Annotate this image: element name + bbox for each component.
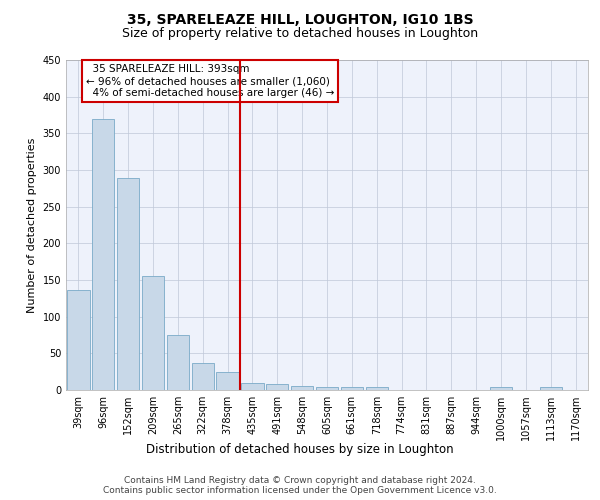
Bar xyxy=(365,387,388,390)
Bar xyxy=(117,178,139,390)
Text: Distribution of detached houses by size in Loughton: Distribution of detached houses by size … xyxy=(146,442,454,456)
Bar xyxy=(490,387,512,390)
Bar xyxy=(92,118,115,390)
Bar xyxy=(291,386,313,390)
Y-axis label: Number of detached properties: Number of detached properties xyxy=(27,138,37,312)
Bar xyxy=(191,363,214,390)
Bar xyxy=(142,276,164,390)
Text: Size of property relative to detached houses in Loughton: Size of property relative to detached ho… xyxy=(122,28,478,40)
Text: 35 SPARELEAZE HILL: 393sqm  
← 96% of detached houses are smaller (1,060)
  4% o: 35 SPARELEAZE HILL: 393sqm ← 96% of deta… xyxy=(86,64,334,98)
Text: 35, SPARELEAZE HILL, LOUGHTON, IG10 1BS: 35, SPARELEAZE HILL, LOUGHTON, IG10 1BS xyxy=(127,12,473,26)
Bar xyxy=(341,387,363,390)
Text: Contains HM Land Registry data © Crown copyright and database right 2024.
Contai: Contains HM Land Registry data © Crown c… xyxy=(103,476,497,495)
Bar xyxy=(539,387,562,390)
Bar xyxy=(241,382,263,390)
Bar xyxy=(316,387,338,390)
Bar xyxy=(67,290,89,390)
Bar xyxy=(217,372,239,390)
Bar xyxy=(266,384,289,390)
Bar xyxy=(167,335,189,390)
